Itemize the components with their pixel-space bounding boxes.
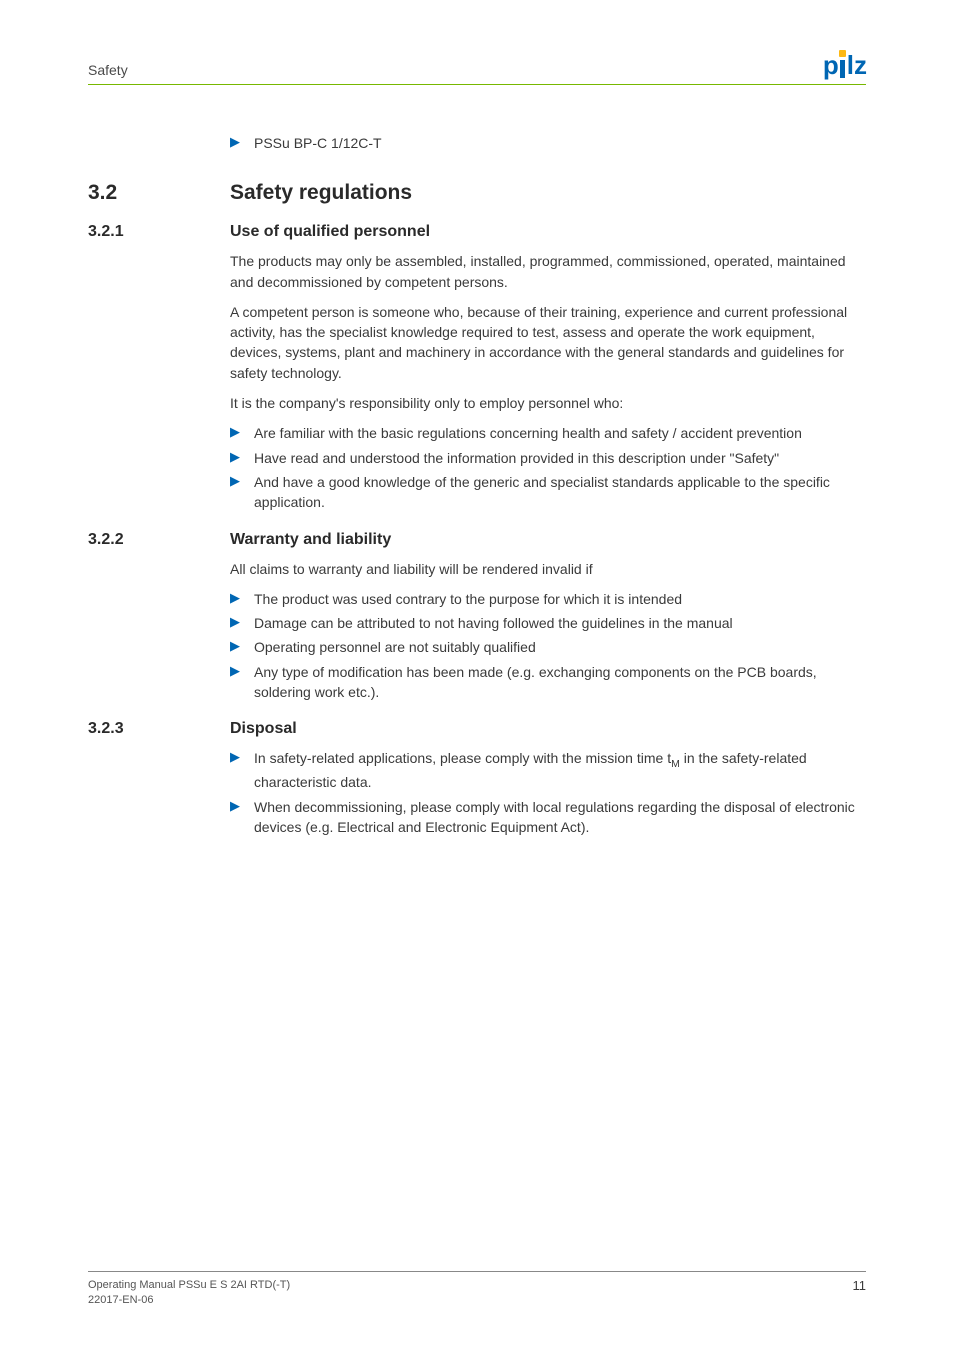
heading-3: 3.2.2 Warranty and liability (88, 531, 866, 549)
bullet-icon: ▶ (230, 797, 240, 816)
list-item: ▶ Damage can be attributed to not having… (88, 613, 866, 633)
heading-3: 3.2.3 Disposal (88, 720, 866, 738)
paragraph: It is the company's responsibility only … (88, 393, 866, 413)
bullet-icon: ▶ (230, 637, 240, 656)
bullet-icon: ▶ (230, 472, 240, 491)
bullet-text: Are familiar with the basic regulations … (254, 423, 802, 443)
list-item: ▶ Any type of modification has been made… (88, 662, 866, 703)
bullet-icon: ▶ (230, 613, 240, 632)
heading-2: 3.2 Safety regulations (88, 181, 866, 205)
page-header: Safety p l z (88, 52, 866, 85)
heading-number: 3.2 (88, 181, 230, 205)
bullet-text: Have read and understood the information… (254, 448, 779, 468)
heading-3: 3.2.1 Use of qualified personnel (88, 223, 866, 241)
bullet-text: Operating personnel are not suitably qua… (254, 637, 536, 657)
list-item: ▶ In safety-related applications, please… (88, 748, 866, 792)
bullet-icon: ▶ (230, 423, 240, 442)
list-item: ▶ Are familiar with the basic regulation… (88, 423, 866, 443)
list-item: ▶ Operating personnel are not suitably q… (88, 637, 866, 657)
content-body: ▶ PSSu BP-C 1/12C-T 3.2 Safety regulatio… (88, 133, 866, 837)
logo-i-icon (840, 60, 845, 78)
bullet-text: When decommissioning, please comply with… (254, 797, 866, 838)
paragraph: A competent person is someone who, becau… (88, 302, 866, 383)
heading-title: Warranty and liability (230, 531, 391, 549)
page-footer: Operating Manual PSSu E S 2AI RTD(-T) 22… (88, 1271, 866, 1308)
heading-number: 3.2.2 (88, 531, 230, 549)
page-number: 11 (853, 1278, 867, 1293)
pilz-logo: p l z (823, 52, 866, 78)
bullet-icon: ▶ (230, 133, 240, 152)
heading-title: Disposal (230, 720, 297, 738)
bullet-text: PSSu BP-C 1/12C-T (254, 133, 382, 153)
bullet-text: Damage can be attributed to not having f… (254, 613, 733, 633)
paragraph: All claims to warranty and liability wil… (88, 559, 866, 579)
header-section-label: Safety (88, 62, 128, 78)
heading-title: Safety regulations (230, 181, 412, 205)
heading-number: 3.2.1 (88, 223, 230, 241)
list-item: ▶ PSSu BP-C 1/12C-T (88, 133, 866, 153)
list-item: ▶ Have read and understood the informati… (88, 448, 866, 468)
footer-docnum: 22017-EN-06 (88, 1293, 290, 1308)
bullet-text: The product was used contrary to the pur… (254, 589, 682, 609)
bullet-text: Any type of modification has been made (… (254, 662, 866, 703)
list-item: ▶ The product was used contrary to the p… (88, 589, 866, 609)
heading-title: Use of qualified personnel (230, 223, 430, 241)
bullet-text: In safety-related applications, please c… (254, 748, 866, 792)
bullet-text: And have a good knowledge of the generic… (254, 472, 866, 513)
heading-number: 3.2.3 (88, 720, 230, 738)
bullet-icon: ▶ (230, 448, 240, 467)
footer-title: Operating Manual PSSu E S 2AI RTD(-T) (88, 1278, 290, 1293)
footer-doc-info: Operating Manual PSSu E S 2AI RTD(-T) 22… (88, 1278, 290, 1308)
bullet-icon: ▶ (230, 748, 240, 767)
page: Safety p l z ▶ PSSu BP-C 1/12C-T 3.2 Saf… (0, 0, 954, 1350)
bullet-icon: ▶ (230, 662, 240, 681)
list-item: ▶ And have a good knowledge of the gener… (88, 472, 866, 513)
bullet-icon: ▶ (230, 589, 240, 608)
list-item: ▶ When decommissioning, please comply wi… (88, 797, 866, 838)
paragraph: The products may only be assembled, inst… (88, 251, 866, 292)
